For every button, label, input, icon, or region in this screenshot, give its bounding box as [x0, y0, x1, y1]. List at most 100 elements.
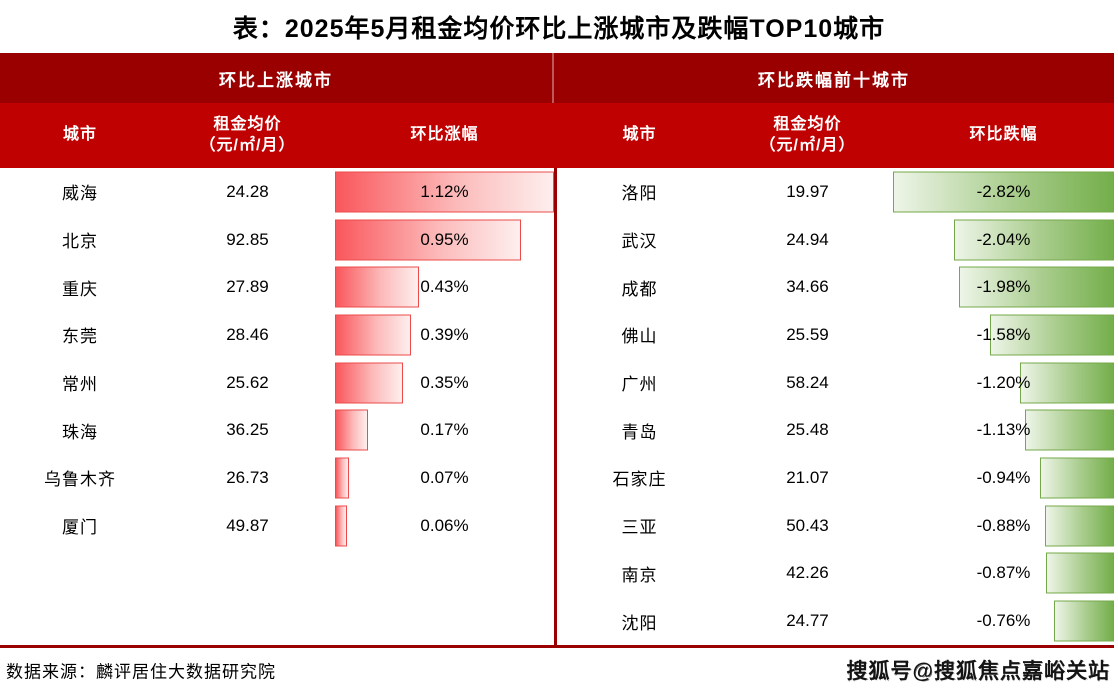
watermark: 搜狐号@搜狐焦点嘉峪关站 [846, 659, 1110, 683]
section-header-row: 环比上涨城市 环比跌幅前十城市 [0, 53, 1114, 103]
change-label: -2.04% [976, 229, 1031, 249]
table-row: 东莞 28.46 0.39% [0, 311, 554, 359]
table-row: 常州 25.62 0.35% [0, 359, 554, 407]
rise-bar [335, 266, 420, 308]
fall-bar [1054, 600, 1114, 642]
rise-bar [335, 362, 404, 404]
table-row: 威海 24.28 1.12% [0, 168, 554, 216]
city-label: 青岛 [621, 422, 658, 442]
fall-bar [958, 266, 1114, 308]
city-label: 石家庄 [612, 470, 667, 490]
panel-divider [554, 168, 557, 645]
rent-value: 26.73 [226, 467, 269, 487]
rent-value: 92.85 [226, 229, 269, 249]
column-header-city-right: 城市 [622, 126, 657, 144]
city-label: 珠海 [62, 422, 98, 442]
fall-bar [893, 171, 1114, 213]
table-row: 厦门 49.87 0.06% [0, 502, 554, 550]
table-row: 北京 92.85 0.95% [0, 216, 554, 264]
change-bar-cell: -1.58% [893, 311, 1114, 359]
change-label: 0.35% [420, 372, 469, 392]
fall-bar [1045, 552, 1114, 594]
change-label: -0.76% [976, 611, 1031, 631]
fall-bar [1019, 362, 1114, 404]
change-bar-cell: 1.12% [335, 168, 554, 216]
rent-value: 21.07 [786, 467, 829, 487]
rent-value: 24.94 [786, 229, 829, 249]
fall-bar [1045, 505, 1114, 547]
city-label: 重庆 [62, 279, 98, 299]
fall-panel: 洛阳 19.97 -2.82% 武汉 24.94 -2.04% 成都 34.66… [557, 168, 1114, 645]
change-label: -1.98% [976, 277, 1031, 297]
city-label: 乌鲁木齐 [44, 470, 116, 490]
change-label: -1.13% [976, 420, 1031, 440]
rise-bar [335, 219, 521, 261]
rent-value: 49.87 [226, 515, 269, 535]
rise-bar [335, 505, 347, 547]
change-bar-cell: 0.39% [335, 311, 554, 359]
change-bar-cell: 0.17% [335, 406, 554, 454]
column-header-row: 城市 租金均价 （元/㎡/月） 环比涨幅 城市 租金均价 （元/㎡/月） 环比跌… [0, 103, 1114, 168]
city-label: 南京 [621, 565, 658, 585]
table-row: 三亚 50.43 -0.88% [557, 502, 1114, 550]
table-row: 佛山 25.59 -1.58% [557, 311, 1114, 359]
rise-bar [335, 457, 349, 499]
rise-bar [335, 409, 369, 451]
change-label: -0.88% [976, 515, 1031, 535]
city-label: 佛山 [621, 327, 658, 347]
column-header-price-right: 租金均价 （元/㎡/月） [759, 115, 856, 154]
table-row: 青岛 25.48 -1.13% [557, 406, 1114, 454]
table-row: 重庆 27.89 0.43% [0, 263, 554, 311]
change-label: 1.12% [420, 181, 469, 201]
rise-panel: 威海 24.28 1.12% 北京 92.85 0.95% 重庆 27.89 0… [0, 168, 554, 550]
fall-bar [990, 314, 1114, 356]
change-label: -0.87% [976, 563, 1031, 583]
rent-value: 36.25 [226, 420, 269, 440]
city-label: 北京 [62, 232, 98, 252]
city-label: 三亚 [621, 518, 658, 538]
table-row: 乌鲁木齐 26.73 0.07% [0, 454, 554, 502]
city-label: 东莞 [62, 327, 98, 347]
rent-value: 25.48 [786, 420, 829, 440]
change-bar-cell: -1.20% [893, 359, 1114, 407]
table-row: 南京 42.26 -0.87% [557, 550, 1114, 598]
change-bar-cell: -0.88% [893, 502, 1114, 550]
change-bar-cell: -2.82% [893, 168, 1114, 216]
table-row: 洛阳 19.97 -2.82% [557, 168, 1114, 216]
change-bar-cell: -1.98% [893, 263, 1114, 311]
change-bar-cell: 0.06% [335, 502, 554, 550]
city-label: 沈阳 [621, 613, 658, 633]
city-label: 武汉 [621, 232, 658, 252]
rise-bar [335, 171, 554, 213]
change-bar-cell: -0.76% [893, 597, 1114, 645]
column-header-change-left: 环比涨幅 [410, 126, 479, 144]
rent-value: 19.97 [786, 181, 829, 201]
fall-bar [1040, 457, 1114, 499]
rent-value: 25.59 [786, 324, 829, 344]
change-label: 0.17% [420, 420, 469, 440]
table-row: 武汉 24.94 -2.04% [557, 216, 1114, 264]
section-header-rise: 环比上涨城市 [0, 53, 554, 103]
table-row: 珠海 36.25 0.17% [0, 406, 554, 454]
rent-value: 24.28 [226, 181, 269, 201]
rise-bar [335, 314, 412, 356]
rent-value: 24.77 [786, 611, 829, 631]
section-header-fall: 环比跌幅前十城市 [758, 70, 910, 90]
rent-value: 27.89 [226, 277, 269, 297]
fall-bar [954, 219, 1114, 261]
table-bottom-border [0, 645, 1114, 648]
rent-value: 58.24 [786, 372, 829, 392]
change-label: 0.95% [420, 229, 469, 249]
fall-bar [1025, 409, 1114, 451]
city-label: 广州 [621, 375, 658, 395]
change-label: -1.58% [976, 324, 1031, 344]
change-label: 0.43% [420, 277, 469, 297]
change-label: -0.94% [976, 467, 1031, 487]
change-bar-cell: -1.13% [893, 406, 1114, 454]
change-label: -2.82% [976, 181, 1031, 201]
footer: 数据来源：麟评居住大数据研究院 搜狐号@搜狐焦点嘉峪关站 [0, 648, 1118, 691]
change-label: 0.06% [420, 515, 469, 535]
rent-value: 34.66 [786, 277, 829, 297]
change-label: 0.07% [420, 467, 469, 487]
